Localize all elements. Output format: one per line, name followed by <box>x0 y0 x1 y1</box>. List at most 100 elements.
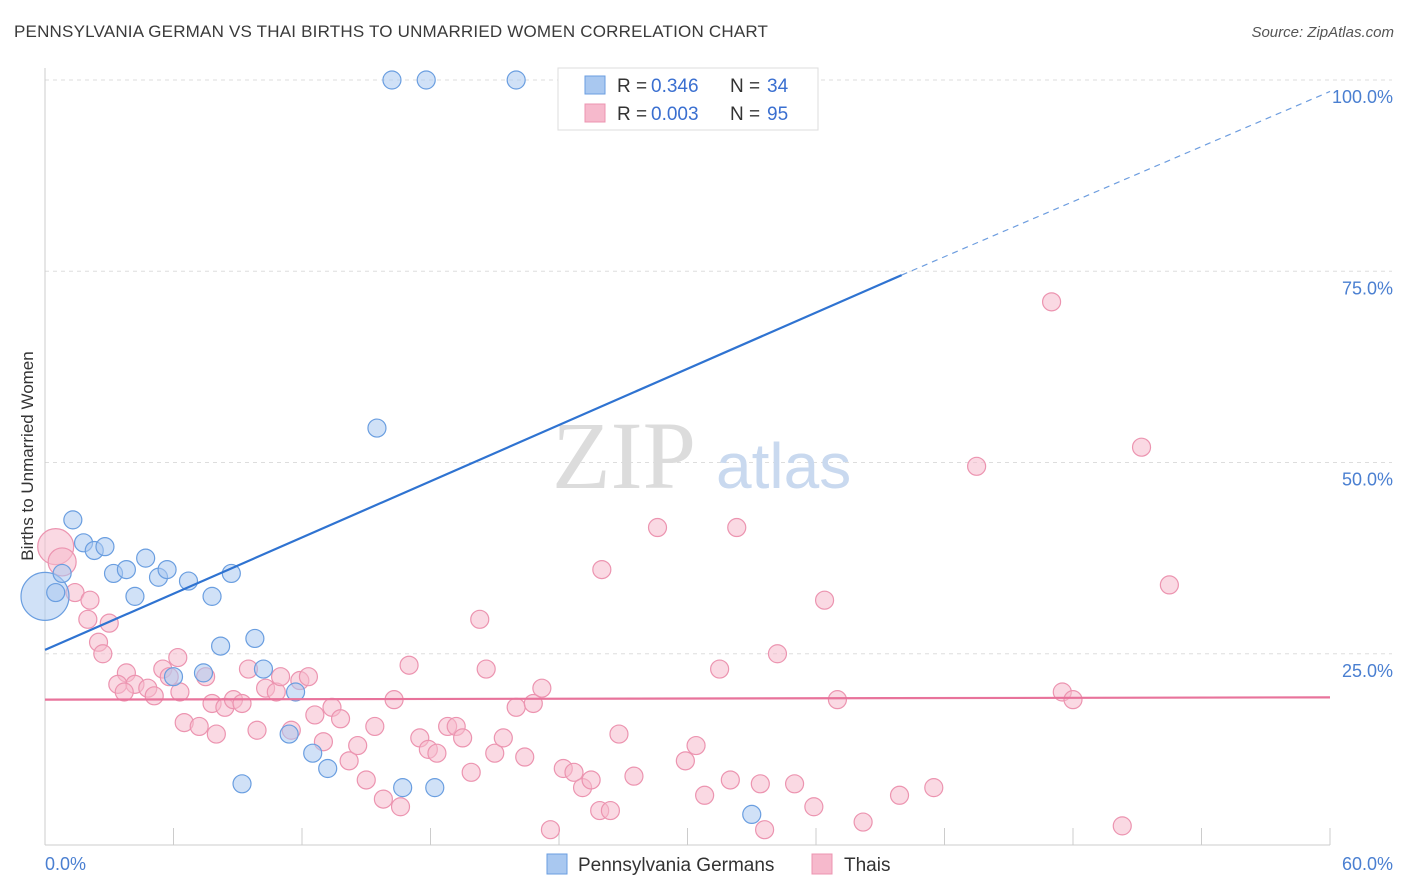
thai-point <box>624 766 644 786</box>
thai-point <box>298 667 319 687</box>
thai-point <box>784 774 805 794</box>
thai-point <box>461 762 481 782</box>
chart-title: PENNSYLVANIA GERMAN VS THAI BIRTHS TO UN… <box>14 22 769 41</box>
thai-point <box>232 693 252 714</box>
pennsylvania-german-point <box>116 559 136 580</box>
thai-point <box>853 812 873 832</box>
thai-point <box>206 724 226 744</box>
pennsylvania-german-point <box>253 659 274 679</box>
stats-r-value-pink: 0.003 <box>651 104 699 125</box>
bottom-legend-swatch-pink <box>811 853 833 875</box>
watermark: ZIP atlas <box>552 402 851 509</box>
pennsylvania-german-point <box>193 663 214 683</box>
thai-point <box>609 724 629 744</box>
thai-point <box>99 613 119 633</box>
pennsylvania-german-point <box>52 563 72 584</box>
thai-point <box>78 609 98 629</box>
thai-point <box>80 590 100 610</box>
bottom-legend-label-pink: Thais <box>844 855 890 876</box>
y-tick-label-100: 100.0% <box>1332 87 1393 107</box>
bottom-legend: Pennsylvania Germans Thais <box>546 853 890 876</box>
pennsylvania-german-point <box>157 559 177 580</box>
legend-swatch-pink <box>584 103 606 123</box>
legend-swatch-blue <box>584 75 606 95</box>
trend-lines <box>44 90 1331 701</box>
thai-point <box>485 743 505 763</box>
pennsylvania-german-point <box>221 563 241 584</box>
pennsylvania-german-point <box>46 582 66 603</box>
tick-labels: 0.0% 60.0% 25.0% 50.0% 75.0% 100.0% <box>45 87 1393 874</box>
pennsylvania-german-point <box>742 804 762 825</box>
pennsylvania-german-point <box>382 70 402 90</box>
source-credit[interactable]: Source: ZipAtlas.com <box>1251 24 1394 41</box>
stats-n-label-blue: N = <box>730 76 760 97</box>
y-tick-label-25: 25.0% <box>1342 661 1393 681</box>
thai-point <box>114 682 134 702</box>
thai-point <box>1159 575 1179 595</box>
thai-point <box>600 800 621 821</box>
stats-n-value-pink: 95 <box>767 104 788 125</box>
thai-point <box>889 785 910 805</box>
thai-point <box>390 797 411 817</box>
pennsylvania-german-point <box>393 778 413 798</box>
thai-point <box>754 820 775 840</box>
thai-point <box>365 716 385 737</box>
y-axis-label: Births to Unmarried Women <box>18 351 37 560</box>
thai-point <box>647 517 668 538</box>
thai-point <box>189 716 209 737</box>
bottom-legend-label-blue: Pennsylvania Germans <box>578 855 774 876</box>
thai-point <box>493 728 513 748</box>
thai-point <box>247 720 267 740</box>
pennsylvania-german-point <box>125 586 145 606</box>
thai-point <box>710 659 730 679</box>
watermark-zip: ZIP <box>552 402 696 509</box>
stats-r-label-pink: R = <box>617 104 647 125</box>
thai-point <box>540 820 561 840</box>
thai-point <box>695 785 715 805</box>
pennsylvania-german-point <box>318 758 338 779</box>
thais-points <box>37 292 1179 840</box>
thai-point <box>1041 292 1062 312</box>
axes <box>44 68 1331 846</box>
y-tick-label-50: 50.0% <box>1342 470 1393 490</box>
thais-trend-line <box>44 696 1331 701</box>
pennsylvania-german-point <box>136 548 156 568</box>
thai-point <box>168 647 188 668</box>
thai-point <box>1131 437 1152 457</box>
thai-point <box>1112 816 1132 836</box>
pennsylvania-german-point <box>425 778 445 798</box>
stats-r-value-blue: 0.346 <box>651 76 699 97</box>
stats-legend: R = 0.346 N = 34 R = 0.003 N = 95 <box>557 67 819 131</box>
pennsylvania-german-point <box>211 636 231 656</box>
pennsylvania-germans-points <box>20 70 762 825</box>
pennsylvania-german-point <box>367 418 387 438</box>
thai-point <box>93 644 113 664</box>
pennsylvania-german-point <box>506 70 526 90</box>
thai-point <box>720 770 740 790</box>
thai-point <box>750 774 770 794</box>
thai-point <box>470 609 490 629</box>
thai-point <box>427 743 447 763</box>
thai-point <box>827 690 848 710</box>
pennsylvania-german-point <box>285 682 306 702</box>
thai-point <box>581 770 601 790</box>
thai-point <box>506 697 526 717</box>
x-tick-label-max: 60.0% <box>1342 854 1393 874</box>
thai-point <box>924 778 944 798</box>
thai-point <box>592 559 612 580</box>
thai-point <box>515 747 535 767</box>
pennsylvania-germans-trend-line <box>44 274 903 651</box>
thai-point <box>399 655 419 675</box>
pennsylvania-german-point <box>303 743 323 763</box>
thai-point <box>305 705 325 725</box>
grid-lines <box>45 79 1392 655</box>
pennsylvania-german-point <box>279 724 299 744</box>
thai-point <box>675 751 695 771</box>
thai-point <box>967 456 987 476</box>
thai-point <box>356 770 376 790</box>
pennsylvania-german-point <box>232 774 252 794</box>
thai-point <box>339 751 359 771</box>
thai-point <box>727 517 747 538</box>
thai-point <box>767 644 788 664</box>
